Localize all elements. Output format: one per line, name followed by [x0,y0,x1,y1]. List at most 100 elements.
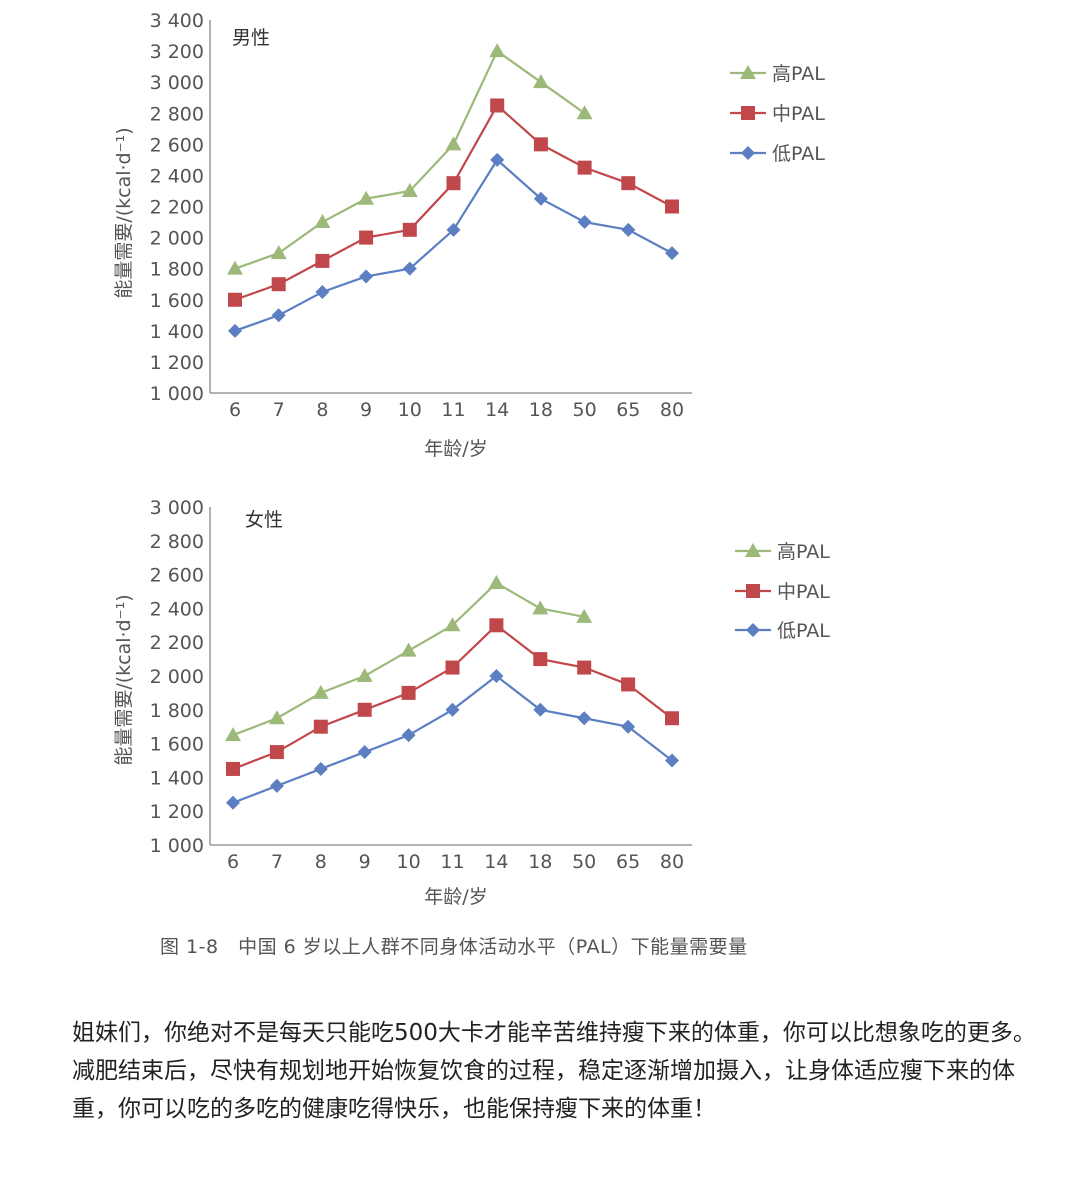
data-point [577,711,592,726]
x-tick-label: 6 [229,399,241,421]
y-tick-label: 2 600 [150,134,204,156]
data-point [665,711,679,726]
data-point [445,702,460,717]
data-point [577,660,592,675]
data-point [271,308,286,323]
y-tick-label: 2 400 [150,598,204,620]
y-tick-label: 1 600 [150,290,204,312]
data-point [314,214,331,229]
data-point [446,176,461,191]
figure-caption: 图 1-8 中国 6 岁以上人群不同身体活动水平（PAL）下能量需要量 [160,936,748,958]
legend-entry: 低PAL [777,620,830,642]
x-tick-label: 6 [227,851,239,873]
data-point [225,727,241,742]
x-tick-label: 50 [573,399,597,421]
male-chart: 1 000 1 200 1 400 1 600 1 800 2 000 2 200 2 400… [113,10,825,460]
data-point [315,253,330,268]
legend-marker [740,65,756,79]
data-point [400,642,417,657]
x-tick-label: 8 [315,851,327,873]
x-tick-label: 50 [572,851,596,873]
y-tick-label: 1 600 [150,734,204,756]
data-point [489,618,504,633]
female-chart: 1 000 1 200 1 400 1 600 1 800 2 000 2 200 2 400… [113,497,830,908]
y-tick-label: 2 200 [150,632,204,654]
data-point [269,745,284,760]
data-point [358,190,375,205]
legend-marker [745,543,761,557]
y-tick-label: 3 000 [150,497,204,519]
legend-marker [746,584,760,598]
x-tick-label: 10 [397,851,421,873]
data-point [313,719,328,734]
data-point [533,137,548,152]
legend-entry: 高PAL [777,541,830,563]
series-line [232,581,585,737]
x-tick-label: 18 [529,399,553,421]
x-tick-label: 9 [360,399,372,421]
y-tick-label: 3 400 [150,10,204,32]
y-tick-label: 2 200 [150,197,204,219]
legend-marker [746,623,760,637]
data-point [489,43,506,58]
data-point [402,222,417,237]
body-paragraph: 姐妹们，你绝对不是每天只能吃500大卡才能辛苦维持瘦下来的体重，你可以比想象吃的… [72,1020,1036,1122]
x-tick-label: 65 [616,399,640,421]
data-point [269,778,284,793]
data-point [490,152,505,167]
y-tick-label: 1 400 [150,767,204,789]
x-tick-label: 65 [616,851,640,873]
y-tick-label: 3 000 [150,72,204,94]
data-point [490,98,505,113]
data-point [401,728,416,743]
panel-label: 男性 [232,27,270,49]
data-point [533,191,548,206]
x-tick-label: 14 [484,851,508,873]
x-tick-label: 14 [485,399,509,421]
y-tick-label: 1 000 [150,383,204,405]
data-point [533,702,548,717]
data-point [533,652,548,667]
data-point [315,284,330,299]
y-tick-label: 1 000 [150,835,204,857]
data-point [271,277,286,292]
data-point [488,575,505,590]
y-tick-label: 2 600 [150,565,204,587]
data-point [357,745,372,760]
y-tick-label: 1 800 [150,259,204,281]
y-axis-label: 能量需要/(kcal·d⁻¹) [113,594,135,765]
data-point [665,753,679,768]
legend-marker [741,146,755,160]
data-point [445,660,460,675]
data-point [621,176,636,191]
y-tick-label: 3 200 [150,41,204,63]
y-tick-label: 2 800 [150,531,204,553]
y-tick-label: 1 200 [150,352,204,374]
data-point [621,719,636,734]
data-point [577,160,592,175]
data-point [228,292,242,307]
x-axis-label: 年龄/岁 [424,438,487,460]
x-tick-label: 11 [441,399,465,421]
x-tick-label: 7 [271,851,283,873]
data-point [532,74,549,89]
x-tick-label: 9 [359,851,371,873]
series-line [232,623,673,770]
x-tick-label: 80 [660,399,684,421]
x-tick-label: 10 [398,399,422,421]
data-point [576,608,593,623]
x-tick-label: 18 [528,851,552,873]
y-axis-label: 能量需要/(kcal·d⁻¹) [113,127,135,298]
legend-entry: 高PAL [772,63,825,85]
data-point [621,222,636,237]
data-point [226,795,240,810]
data-point [401,685,416,700]
x-tick-label: 7 [273,399,285,421]
data-point [226,761,240,776]
data-point [446,222,461,237]
x-tick-label: 80 [660,851,684,873]
data-point [532,600,549,615]
y-tick-label: 1 800 [150,700,204,722]
data-point [359,269,374,284]
legend-entry: 中PAL [777,581,830,603]
